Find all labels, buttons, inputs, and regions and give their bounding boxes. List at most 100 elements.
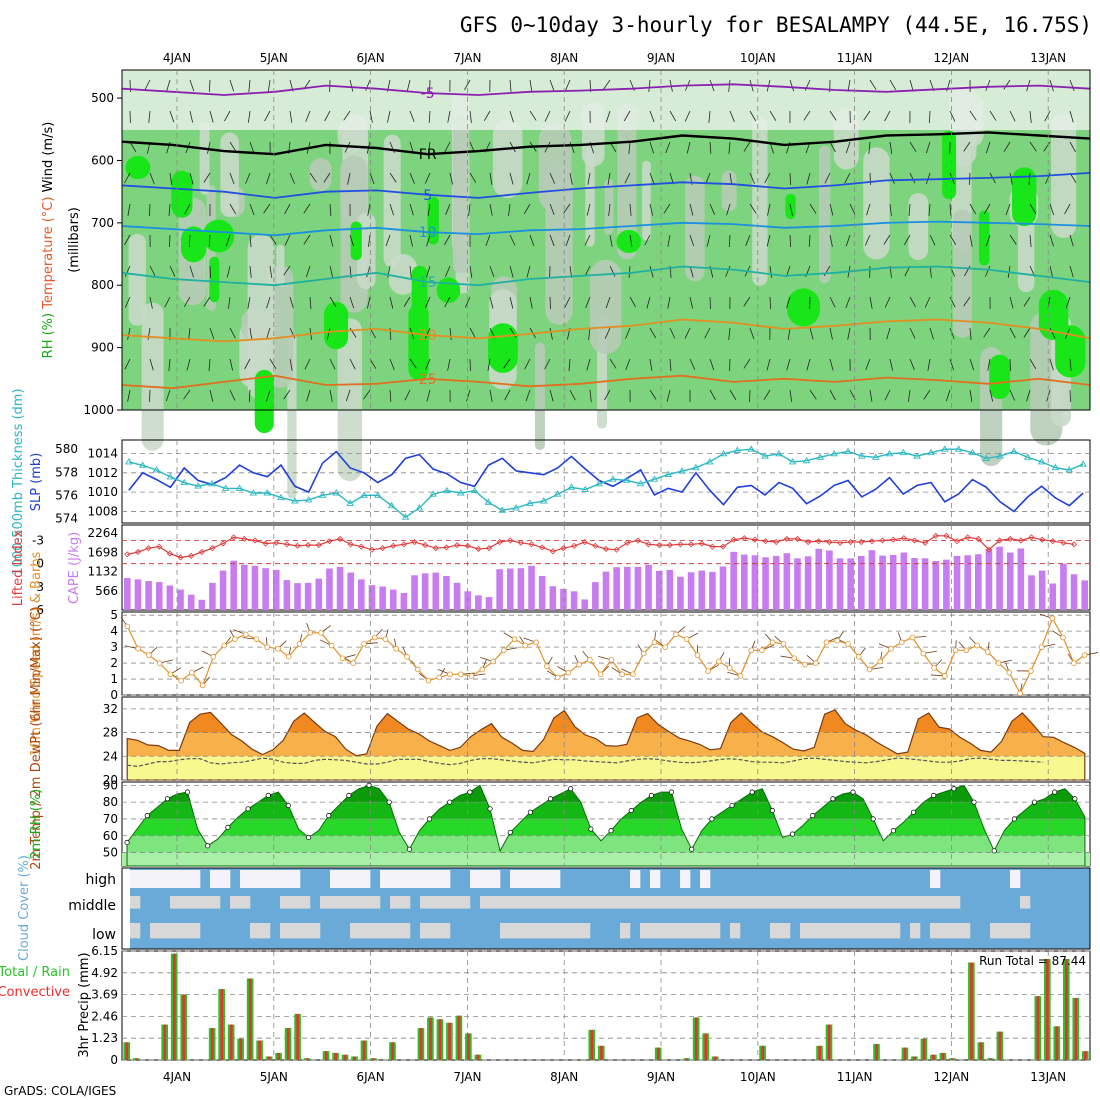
wind-point — [791, 655, 798, 662]
li-point — [922, 539, 929, 546]
wind-barb — [649, 327, 657, 339]
cape-bar — [847, 558, 854, 610]
wind-barb — [889, 141, 893, 154]
cloud-cell — [910, 923, 921, 939]
wind-point — [812, 660, 819, 666]
cloud-cell — [1010, 870, 1021, 888]
cloud-cell — [340, 870, 351, 888]
wind-barb — [969, 234, 973, 247]
cloud-cell — [180, 896, 191, 909]
cape-bar — [347, 572, 355, 610]
wind-point — [694, 652, 701, 658]
rh-tick-label: 60 — [103, 829, 118, 843]
wind-point — [855, 653, 862, 660]
wind-point — [318, 629, 324, 636]
cloud-cell — [550, 870, 561, 888]
wind-barb — [523, 203, 531, 214]
wind-barb — [368, 234, 371, 247]
wind-barb — [709, 358, 715, 371]
wind-point — [436, 674, 443, 681]
temp-tick-label: 24 — [103, 749, 118, 763]
wind-barb — [829, 110, 837, 121]
cloud-cell — [430, 870, 441, 888]
precip-conv-bar — [334, 1052, 337, 1060]
wind-barb — [1043, 141, 1051, 152]
cloud-cell — [1010, 923, 1021, 939]
cloud-cell — [300, 923, 311, 939]
wind-barb — [609, 234, 613, 247]
top-day-label: 9JAN — [647, 51, 675, 65]
cape-bar — [996, 546, 1003, 610]
precip-conv-bar — [163, 1024, 167, 1060]
precip-conv-bar — [827, 1024, 831, 1060]
thickness-series-line — [128, 448, 1084, 519]
wind-barb — [367, 203, 371, 216]
wind-tick-label: 1 — [110, 672, 118, 686]
wind-barb — [949, 296, 956, 308]
wind-barb — [208, 79, 211, 92]
precip-conv-bar — [258, 1040, 262, 1060]
wind-barb — [244, 358, 251, 370]
wind-barb — [949, 327, 955, 340]
cloud-cell — [650, 896, 661, 909]
li-point — [134, 548, 142, 556]
li-point — [1049, 538, 1056, 545]
li-point — [422, 542, 429, 549]
y-tick-label: 500 — [91, 91, 114, 105]
wind-barb — [489, 389, 493, 402]
li-point — [741, 535, 748, 542]
wind-point — [425, 677, 432, 684]
wind-barb — [1049, 327, 1056, 339]
wind-barb — [909, 172, 916, 184]
wind-barb — [669, 358, 672, 371]
wind-barb — [729, 172, 733, 185]
wind-barb — [427, 141, 431, 154]
bottom-day-label: 11JAN — [837, 1070, 873, 1084]
wind-barb — [925, 141, 931, 154]
cloud-cell — [200, 896, 211, 909]
precip-conv-bar — [590, 1029, 594, 1060]
wind-barb — [169, 265, 176, 277]
cloud-cell — [680, 870, 691, 888]
cloud-cell — [420, 923, 431, 939]
wind-barb — [889, 203, 892, 216]
rh-upper-dry-zone — [122, 70, 1090, 130]
wind-barb — [387, 110, 391, 123]
wind-point — [361, 641, 367, 647]
wind-barb — [409, 203, 414, 216]
li-point — [443, 544, 450, 551]
wind-barb — [284, 234, 291, 246]
cape-bar — [794, 558, 801, 610]
wind-barb — [565, 234, 571, 247]
cape-bar — [496, 569, 503, 610]
wind-point — [974, 642, 980, 649]
precip-conv-bar — [1055, 1026, 1059, 1060]
rh-point — [689, 846, 695, 852]
rh-point — [1072, 796, 1078, 802]
wind-barb — [808, 234, 811, 247]
wind-point — [328, 642, 335, 649]
rh-dry-patch — [452, 114, 470, 274]
wind-barb — [985, 141, 991, 154]
wind-point — [941, 673, 948, 679]
cloud-cell — [180, 923, 191, 939]
slp-thickness-panel: 1008 1010 1012 1014 574 576 578 580 1000-500mb T… — [11, 388, 1091, 576]
cloud-cell — [380, 870, 391, 888]
wind-point — [511, 636, 518, 642]
wind-barb — [124, 358, 131, 370]
wind-barb — [984, 265, 991, 277]
wind-barb — [649, 141, 654, 154]
li-point — [368, 546, 376, 553]
wind-series-line — [126, 616, 1085, 695]
cape-bar — [1049, 583, 1057, 610]
li-point — [315, 542, 322, 549]
cape-bar — [187, 594, 195, 610]
wind-barb — [789, 79, 795, 92]
rh-point — [426, 816, 433, 822]
cloud-cell — [830, 923, 841, 939]
wind-barb — [544, 358, 551, 370]
wind-barb — [203, 296, 211, 307]
cloud-cell — [810, 923, 821, 939]
precip-tick-label: 4.92 — [91, 966, 118, 980]
thickness-point — [733, 446, 742, 453]
